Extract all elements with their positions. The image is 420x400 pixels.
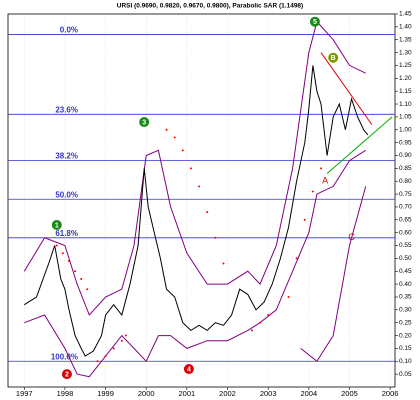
y-tick-label: 0.60 (399, 229, 412, 236)
annotation-marker (51, 219, 62, 230)
y-tick-label: 0.95 (399, 139, 412, 146)
fib-label: 50.0% (55, 190, 78, 199)
y-tick-label: 0.70 (399, 204, 412, 211)
sar-dot (104, 355, 107, 358)
x-tick-label: 2006 (382, 389, 399, 398)
y-tick-label: 1.35 (399, 36, 412, 43)
sar-dot (222, 262, 225, 265)
annotation-marker (139, 117, 150, 128)
y-tick-label: 0.45 (399, 268, 412, 275)
y-tick-label: 0.50 (399, 255, 412, 262)
sar-dot (181, 149, 184, 152)
y-tick-label: 0.25 (399, 319, 412, 326)
sar-dot (67, 259, 70, 262)
y-tick-label: 1.20 (399, 75, 412, 82)
y-tick-label: 0.05 (399, 371, 412, 378)
sar-dot (214, 236, 217, 239)
sar-dot (74, 270, 77, 273)
sar-dot (311, 190, 314, 193)
sar-dot (112, 347, 115, 350)
annotation-marker (183, 363, 194, 374)
sar-dot (259, 321, 262, 324)
annotation: 4 (187, 366, 191, 373)
sar-dot (173, 136, 176, 139)
sar-dot (287, 295, 290, 298)
y-tick-label: 1.30 (399, 49, 412, 56)
y-tick-label: 1.10 (399, 101, 412, 108)
y-tick-label: 1.25 (399, 62, 412, 69)
y-tick-label: 1.40 (399, 24, 412, 31)
y-tick-label: 1.00 (399, 126, 412, 133)
fib-label: 61.8% (55, 229, 78, 238)
x-tick-label: 1997 (16, 389, 33, 398)
annotation: C (348, 232, 355, 242)
sar-dot (165, 128, 168, 131)
y-tick-label: 0.85 (399, 165, 412, 172)
x-tick-label: 2000 (138, 389, 155, 398)
annotation: 1 (55, 222, 59, 229)
sar-dot (86, 288, 89, 291)
annotation: 2 (65, 371, 69, 378)
sar-dot (267, 313, 270, 316)
y-tick-label: 0.75 (399, 191, 412, 198)
y-tick-label: 1.15 (399, 88, 412, 95)
x-tick-label: 2005 (341, 389, 358, 398)
sar-dot (295, 257, 298, 260)
sar-dot (55, 244, 58, 247)
sar-dot (303, 218, 306, 221)
sar-dot (61, 252, 64, 255)
sar-dot (189, 167, 192, 170)
y-tick-label: 0.65 (399, 217, 412, 224)
y-tick-label: 0.80 (399, 178, 412, 185)
sar-dot (206, 211, 209, 214)
sar-dot (320, 167, 323, 170)
x-tick-label: 1999 (97, 389, 114, 398)
series-line (23, 20, 366, 316)
plot-frame (7, 13, 396, 388)
x-tick-label: 2004 (300, 389, 317, 398)
annotation: 3 (142, 119, 146, 126)
chart-title: URSI (0.9690, 0.9820, 0.9670, 0.9800), P… (117, 3, 303, 10)
annotation-marker (309, 16, 320, 27)
fib-label: 38.2% (55, 152, 78, 161)
sar-dot (80, 277, 83, 280)
x-tick-label: 2001 (179, 389, 196, 398)
trend-line (326, 116, 393, 174)
y-tick-label: 0.15 (399, 345, 412, 352)
y-tick-label: 0.10 (399, 358, 412, 365)
y-tick-label: 1.05 (399, 114, 412, 121)
series-line (24, 65, 369, 357)
x-tick-label: 1998 (57, 389, 74, 398)
sar-dot (250, 329, 253, 332)
annotation: B (331, 55, 336, 62)
fib-label: 23.6% (55, 105, 78, 114)
y-tick-label: 0.90 (399, 152, 412, 159)
x-tick-label: 2002 (219, 389, 236, 398)
annotation-marker (328, 52, 339, 63)
y-tick-label: 0.35 (399, 294, 412, 301)
y-tick-label: 1.45 (399, 11, 412, 18)
y-tick-label: 0.30 (399, 307, 412, 314)
annotation-marker (61, 369, 72, 380)
sar-dot (96, 360, 99, 363)
sar-dot (120, 339, 123, 342)
x-tick-label: 2003 (260, 389, 277, 398)
annotation: 5 (313, 19, 317, 26)
series-line (24, 149, 366, 378)
sar-dot (124, 334, 127, 337)
y-tick-label: 0.20 (399, 332, 412, 339)
sar-dot (198, 185, 201, 188)
fib-label: 0.0% (60, 26, 78, 35)
annotation: A (322, 176, 328, 186)
series-line (300, 186, 367, 363)
y-tick-label: 0.55 (399, 242, 412, 249)
y-tick-label: 0.40 (399, 281, 412, 288)
fib-label: 100.0% (51, 352, 78, 361)
trend-line (320, 52, 373, 125)
